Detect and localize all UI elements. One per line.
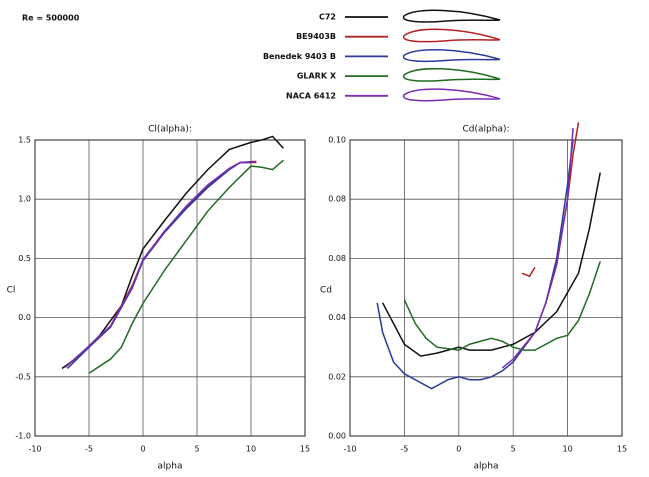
y-tick-label: -0.5 [15,372,31,381]
annotation: Re = 500000 [22,14,80,23]
x-tick-label: 15 [300,445,310,454]
plot-frame [34,139,306,437]
y-tick-label: -1.0 [15,432,31,441]
x-tick-label: 15 [617,445,627,454]
legend-airfoil [402,49,501,63]
data-line [61,135,284,370]
legend-airfoil [402,67,501,82]
plot-frame [349,139,623,437]
x-tick-label: -5 [400,445,408,454]
y-tick-label: 1.5 [18,136,31,145]
y-tick-label: 0.10 [328,136,346,145]
data-line [88,159,284,374]
legend-label: NACA 6412 [286,91,336,100]
x-tick-label: -5 [85,445,93,454]
x-tick-label: 10 [246,445,256,454]
legend-label: C72 [319,13,336,22]
y-tick-label: 0.04 [328,313,346,322]
x-tick-label: 0 [456,445,461,454]
x-tick-label: 10 [563,445,573,454]
legend-airfoil [402,88,501,102]
x-tick-label: 0 [140,445,145,454]
x-tick-label: -10 [343,445,356,454]
x-tick-label: -10 [28,445,41,454]
y-tick-label: 0.08 [328,254,346,263]
legend-airfoil [402,28,501,43]
x-tick-label: 5 [511,445,516,454]
data-line [501,128,574,369]
data-line [521,266,536,278]
y-tick-label: 0.5 [18,254,31,263]
y-axis-label: Cl [7,286,16,296]
y-tick-label: 0.02 [328,372,346,381]
y-tick-label: 0.00 [328,432,346,441]
legend-label: BE9403B [296,32,336,41]
legend-label: GLARK X [297,72,337,81]
chart-title: Cl(alpha): [148,125,192,135]
chart-title: Cd(alpha): [463,125,510,135]
y-axis-label: Cd [320,286,332,296]
legend-label: Benedek 9403 B [263,52,336,61]
legend-airfoil [402,9,501,23]
x-tick-label: 5 [194,445,199,454]
x-axis-label: alpha [158,462,183,472]
y-tick-label: 0.08 [328,195,346,204]
data-line [381,172,601,357]
x-axis-label: alpha [474,462,499,472]
data-line [403,261,601,351]
data-line [64,160,257,368]
y-tick-label: 0.0 [18,313,31,322]
y-tick-label: 1.0 [18,195,31,204]
